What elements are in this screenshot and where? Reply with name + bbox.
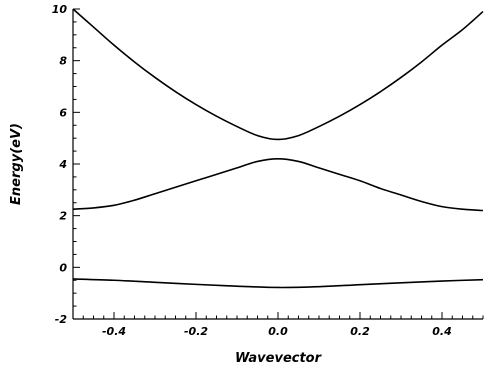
x-tick-label: -0.4 — [102, 325, 126, 338]
x-tick-label: 0.2 — [350, 325, 370, 338]
y-tick-label: 2 — [59, 210, 67, 223]
band-line-1 — [72, 8, 484, 141]
y-tick-label: 8 — [59, 55, 67, 68]
y-tick-label: 4 — [58, 158, 67, 171]
axes: -2 0 2 4 6 8 10 -0.4 -0.2 0.0 0.2 0.4 — [52, 3, 484, 338]
plot-area — [72, 8, 484, 289]
y-tick-label: 6 — [59, 106, 67, 119]
x-tick-label: -0.2 — [184, 325, 208, 338]
y-axis-title: Energy(eV) — [9, 123, 24, 205]
band-line-3 — [72, 278, 484, 289]
y-tick-label: 10 — [52, 3, 68, 16]
y-tick-label: -2 — [55, 313, 68, 326]
x-tick-label: 0.4 — [432, 325, 452, 338]
band-line-2 — [72, 158, 484, 212]
y-tick-label: 0 — [59, 261, 67, 274]
x-tick-label: 0.0 — [268, 325, 288, 338]
x-axis-title: Wavevector — [235, 351, 323, 366]
